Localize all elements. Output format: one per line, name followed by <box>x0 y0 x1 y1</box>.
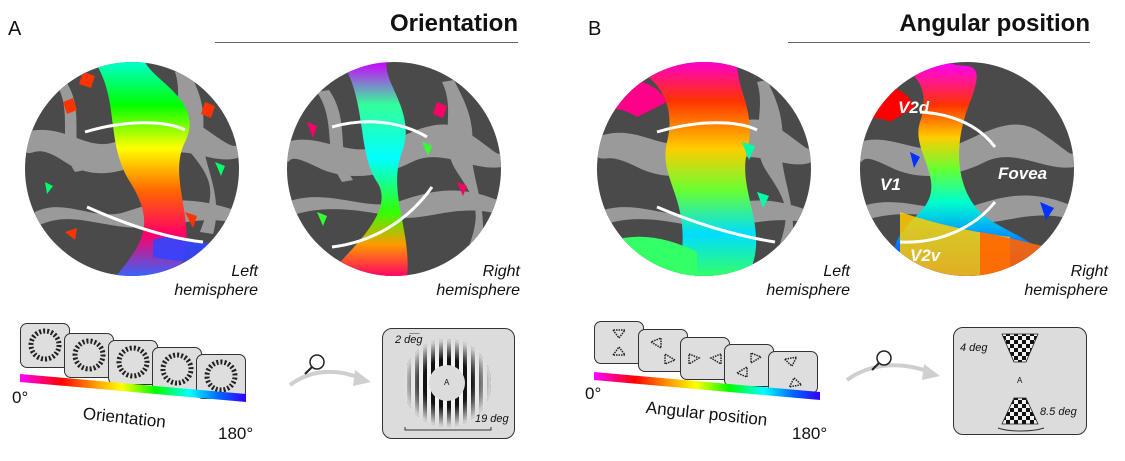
magnifier-icon-b <box>871 350 892 371</box>
panel-b-left-hemisphere-label: Left hemisphere <box>766 263 850 299</box>
angular-stimulus-detail: 4 deg 8.5 deg A <box>953 327 1087 435</box>
angular-stimulus-card-2 <box>638 329 688 372</box>
wedge-pair-icon-5 <box>783 356 803 388</box>
orientation-colorbar <box>20 374 246 402</box>
panel-b-title-rule <box>788 42 1090 43</box>
panel-a-right-hemisphere-label: Right hemisphere <box>436 263 520 299</box>
orientation-ring-icon-2 <box>72 338 106 372</box>
magnifier-icon-a <box>304 354 325 375</box>
orientation-fixation-letter: A <box>444 378 450 387</box>
wedge-pair-icon-2 <box>649 336 677 366</box>
angular-colorbar-end: 180° <box>792 424 828 443</box>
angular-inner-size-label: 4 deg <box>960 342 988 354</box>
orientation-colorbar-end: 180° <box>218 424 254 443</box>
roi-label-v2v: V2v <box>910 246 941 265</box>
panel-b-letter: B <box>588 18 602 40</box>
orientation-stimulus-card-1 <box>20 323 70 368</box>
brain-a-right-hemisphere <box>287 62 501 276</box>
angular-stimulus-card-3 <box>680 337 730 380</box>
orientation-outer-size-label: 19 deg <box>475 413 509 425</box>
wedge-pair-icon-3 <box>688 352 722 366</box>
orientation-stimulus-detail: 2 deg 19 deg A <box>382 328 515 439</box>
brain-b-left-hemisphere <box>597 62 811 276</box>
orientation-stimulus-card-3 <box>108 340 158 385</box>
zoom-arrow-b <box>845 350 940 382</box>
wedge-pair-icon-4 <box>735 351 763 379</box>
panel-a-title: Orientation <box>389 10 518 37</box>
brain-b-right-hemisphere <box>860 62 1074 276</box>
checkerboard-wedges <box>997 333 1045 432</box>
zoom-arrow-a <box>288 354 371 387</box>
angular-outer-size-label: 8.5 deg <box>1040 406 1077 418</box>
wedge-pair-icon-1 <box>611 329 627 356</box>
panel-b-right-hemisphere-label: Right hemisphere <box>1024 263 1108 299</box>
panel-b-title: Angular position <box>899 10 1090 37</box>
brain-a-left-hemisphere <box>25 62 239 276</box>
orientation-ring-icon-5 <box>204 359 238 393</box>
panel-a-letter: A <box>8 18 22 40</box>
orientation-inner-size-label: 2 deg <box>395 334 423 346</box>
grating-annulus <box>403 333 492 431</box>
orientation-colorbar-start: 0° <box>12 388 29 407</box>
roi-label-fovea: Fovea <box>998 164 1048 183</box>
angular-stimulus-card-1 <box>594 321 644 364</box>
orientation-ring-icon-1 <box>28 328 62 362</box>
angular-colorbar-start: 0° <box>585 384 602 403</box>
roi-label-v1: V1 <box>880 175 901 194</box>
roi-label-v2d: V2d <box>898 98 930 117</box>
angular-stimulus-card-5 <box>768 351 818 394</box>
orientation-ring-icon-3 <box>116 345 150 379</box>
panel-a-left-hemisphere-label: Left hemisphere <box>174 263 258 299</box>
angular-fixation-letter: A <box>1017 376 1023 385</box>
panel-a-title-rule <box>215 42 518 43</box>
orientation-ring-icon-4 <box>160 352 194 386</box>
orientation-stimulus-card-2 <box>64 333 114 378</box>
angular-position-colorbar <box>594 372 820 400</box>
